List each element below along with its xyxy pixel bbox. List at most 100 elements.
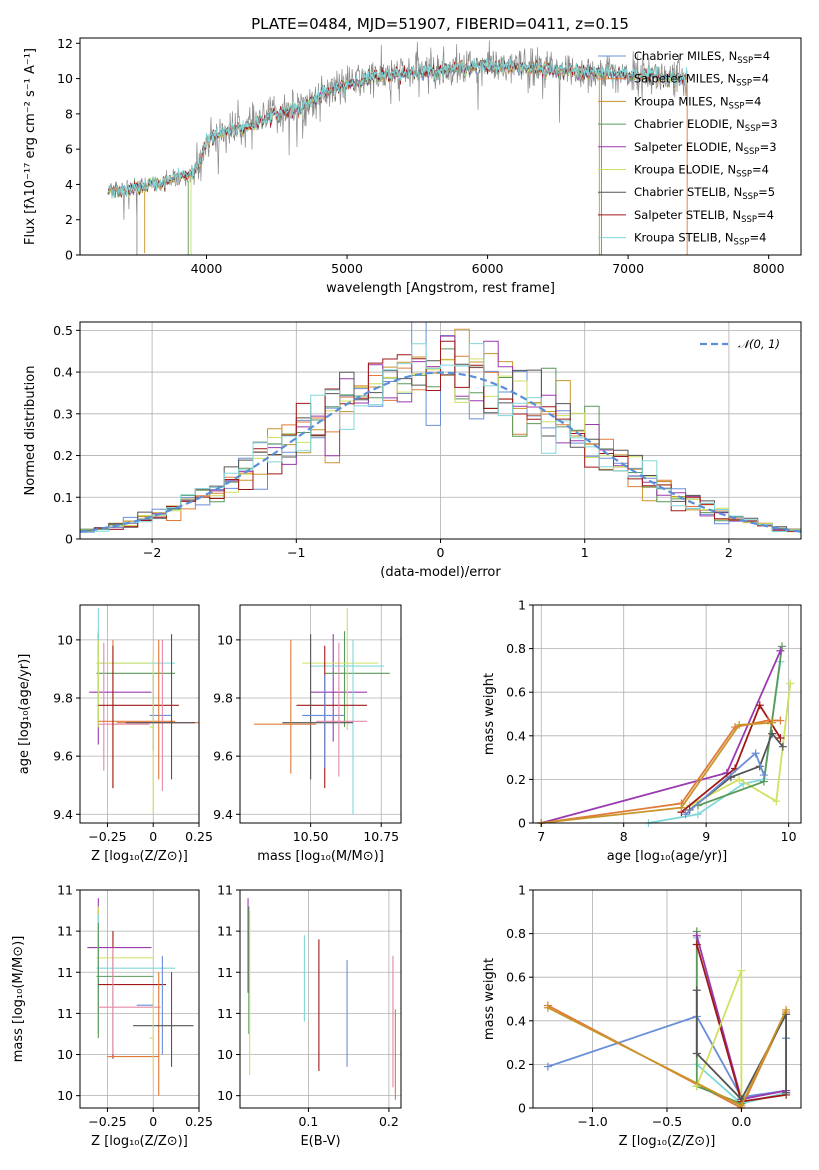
x-tick-label: 2: [725, 545, 733, 560]
y-tick-label: 0.5: [53, 323, 73, 338]
residual-histogram-kroupa_stelib: [80, 343, 801, 534]
y-tick-label: 9.8: [53, 691, 73, 706]
x-axis-label: E(B-V): [300, 1134, 340, 1149]
axes-frame: [79, 889, 200, 1109]
mass-weight-series-chabrier_miles: [681, 749, 768, 819]
y-tick-label: 0.4: [506, 728, 526, 743]
data-point-marker: [782, 1005, 791, 1014]
x-tick-label: 1: [581, 545, 589, 560]
y-tick-label: 2: [65, 212, 73, 227]
plot-area: [80, 322, 801, 536]
errorbar-point: [96, 639, 150, 728]
y-tick-label: 0.6: [506, 970, 526, 985]
errorbar-point: [96, 607, 176, 728]
x-tick-label: 0.0: [731, 1114, 751, 1129]
data-point-marker: [681, 810, 690, 819]
grid-lines: [533, 889, 801, 1109]
series-line: [541, 721, 773, 824]
y-tick-label: 1: [518, 598, 526, 613]
data-point-marker: [776, 646, 785, 655]
y-tick-label: 10: [57, 1088, 73, 1103]
axes-frame: [532, 604, 802, 824]
x-tick-label: 0.2: [379, 1114, 399, 1129]
y-tick-label: 9.4: [53, 807, 73, 822]
x-tick-label: 0: [437, 545, 445, 560]
y-axis-label: Normed distribution: [23, 366, 38, 496]
x-tick-label: −2: [143, 545, 161, 560]
y-tick-label: 0: [518, 1101, 526, 1116]
residuals-panel: −2 −1 0 1 2 0 0.1 0.2 0.3 0.4 0.5 (data-model)/erro…: [23, 321, 802, 580]
figure-title: PLATE=0484, MJD=51907, FIBERID=0411, z=0…: [251, 15, 629, 33]
x-tick-label: −0.5: [652, 1114, 682, 1129]
legend-entry: Salpeter MILES, NSSP=4: [634, 72, 769, 89]
legend-entry: Kroupa MILES, NSSP=4: [634, 94, 761, 111]
x-tick-label: 7000: [612, 261, 644, 276]
x-tick-label: −0.25: [88, 1114, 126, 1129]
errorbar-point: [96, 906, 154, 1034]
errorbar-point: [98, 645, 179, 789]
x-tick-label: 0: [149, 1114, 157, 1129]
model-spectrum-kroupa_stelib: [107, 57, 688, 198]
residual-legend: 𝒩(0, 1): [700, 337, 780, 351]
x-axis-label: age [log₁₀(age/yr)]: [607, 849, 728, 864]
data-point-marker: [692, 1049, 701, 1058]
massweight-vs-age-panel: 7 8 9 10 0 0.2 0.4 0.6 0.8 1 age [log₁₀(age/yr)] ma…: [482, 598, 802, 864]
legend-entry: Chabrier ELODIE, NSSP=3: [634, 117, 778, 134]
x-tick-label: 10.75: [363, 829, 399, 844]
y-tick-label: 11: [57, 924, 73, 939]
x-axis-label: wavelength [Angstrom, rest frame]: [326, 281, 555, 296]
x-axis-label: mass [log₁₀(M/M⊙)]: [257, 849, 384, 864]
x-tick-label: 5000: [331, 261, 363, 276]
errorbar-point: [254, 639, 317, 774]
data-point-marker: [778, 742, 787, 751]
y-tick-label: 8: [65, 106, 73, 121]
errorbar-point: [98, 947, 161, 1055]
y-tick-label: 4: [65, 177, 73, 192]
mass-weight-series-chabrier_stelib: [692, 986, 791, 1104]
y-tick-label: 0.6: [506, 685, 526, 700]
x-tick-label: −1: [287, 545, 305, 560]
y-tick-label: 9.4: [213, 807, 233, 822]
y-axis-label: mass weight: [482, 958, 497, 1040]
axes-frame: [239, 889, 402, 1109]
gaussian-reference-line: [80, 371, 801, 533]
ticks: 7 8 9 10 0 0.2 0.4 0.6 0.8 1: [506, 598, 797, 845]
data-point-marker: [782, 1088, 791, 1097]
y-tick-label: 0.3: [53, 406, 73, 421]
y-tick-label: 11: [217, 965, 233, 980]
data-point-marker: [543, 1062, 552, 1071]
legend-entry: Kroupa STELIB, NSSP=4: [634, 231, 766, 248]
data-point-marker: [692, 986, 701, 995]
data-point-marker: [677, 803, 686, 812]
plot-area: [254, 607, 390, 815]
data-point-marker: [692, 931, 701, 940]
errorbar-point: [98, 642, 150, 771]
x-axis-label: Z [log₁₀(Z/Z⊙)]: [91, 1134, 188, 1149]
y-tick-label: 10: [217, 1047, 233, 1062]
x-axis-label: Z [log₁₀(Z/Z⊙)]: [91, 849, 188, 864]
x-tick-label: 7: [537, 829, 545, 844]
data-point-marker: [778, 642, 787, 651]
ticks: 4000 5000 6000 7000 8000 0 2 4 6 8 10 12: [57, 36, 785, 276]
errorbar-point: [282, 634, 353, 780]
x-tick-label: 8000: [753, 261, 785, 276]
plot-area: [537, 642, 795, 827]
errorbar-point: [125, 634, 196, 780]
y-tick-label: 10: [217, 632, 233, 647]
mass-vs-ebv-panel: 0.1 0.2 10 10 11 11 11 11 E(B-V): [217, 883, 402, 1149]
errorbar-point: [98, 639, 176, 789]
errorbar-point: [98, 931, 167, 1059]
residual-histogram-salpeter_stelib: [80, 340, 801, 535]
grid-lines: [533, 604, 801, 824]
errorbar-point: [136, 955, 163, 1055]
errorbar-point: [310, 639, 385, 815]
y-tick-label: 0.2: [506, 772, 526, 787]
y-tick-label: 9.8: [213, 691, 233, 706]
x-tick-label: −1.0: [577, 1114, 607, 1129]
spectrum-panel: 4000 5000 6000 7000 8000 0 2 4 6 8 10 12 wavelength …: [23, 36, 802, 296]
mass-weight-series-kroupa_stelib: [644, 657, 785, 827]
x-tick-label: 0.25: [185, 1114, 213, 1129]
plot-area: [247, 898, 396, 1100]
y-tick-label: 0.8: [506, 926, 526, 941]
